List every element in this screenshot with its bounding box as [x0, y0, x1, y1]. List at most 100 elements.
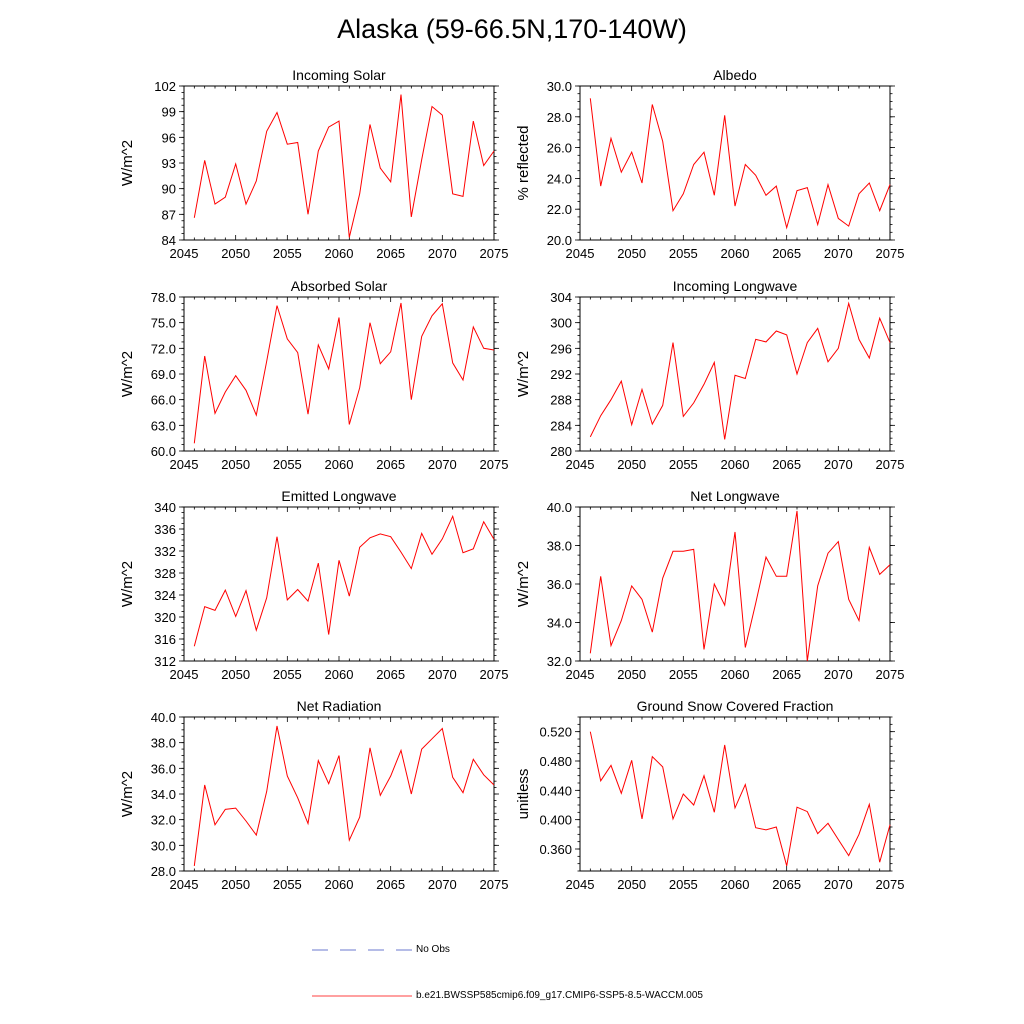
legend-obs-label: No Obs: [416, 944, 450, 955]
x-tick-label: 2050: [221, 457, 250, 472]
x-tick-label: 2065: [772, 877, 801, 892]
panel-2: Absorbed Solar W/m^2 2045 2050 2055 2060 2065 2…: [119, 278, 508, 472]
y-tick-label: 84: [162, 233, 176, 248]
figure-title: Alaska (59-66.5N,170-140W): [337, 14, 687, 44]
y-tick-label: 90: [162, 182, 176, 197]
y-tick-label: 0.440: [539, 783, 572, 798]
y-tick-label: 36.0: [547, 577, 572, 592]
panel-title: Ground Snow Covered Fraction: [637, 698, 834, 714]
plot-frame: [579, 506, 891, 662]
x-tick-label: 2045: [566, 246, 595, 261]
y-tick-label: 20.0: [547, 233, 572, 248]
y-tick-label: 30.0: [151, 838, 176, 853]
x-tick-label: 2060: [721, 877, 750, 892]
y-tick-label: 0.520: [539, 725, 572, 740]
x-tick-label: 2070: [824, 877, 853, 892]
x-tick-label: 2065: [772, 246, 801, 261]
x-tick-label: 2050: [617, 246, 646, 261]
x-tick-label: 2075: [480, 877, 509, 892]
y-tick-label: 87: [162, 207, 176, 222]
x-tick-label: 2055: [273, 877, 302, 892]
x-tick-label: 2075: [876, 667, 905, 682]
y-tick-label: 0.360: [539, 842, 572, 857]
y-tick-label: 93: [162, 156, 176, 171]
x-tick-label: 2045: [170, 246, 199, 261]
y-tick-label: 296: [550, 341, 572, 356]
y-tick-label: 0.400: [539, 813, 572, 828]
y-axis-label: W/m^2: [119, 771, 136, 817]
y-tick-label: 32.0: [547, 654, 572, 669]
x-tick-label: 2055: [273, 457, 302, 472]
y-axis-label: W/m^2: [515, 351, 532, 397]
legend-obs: No Obs: [312, 944, 512, 956]
panel-6: Net Radiation W/m^2 2045 2050 2055 2060 2065 20…: [119, 698, 508, 892]
y-tick-label: 336: [154, 522, 176, 537]
y-tick-label: 288: [550, 393, 572, 408]
plot-frame: [183, 716, 495, 872]
panel-title: Incoming Solar: [292, 67, 386, 83]
y-axis-label: W/m^2: [119, 561, 136, 607]
series-line: [589, 301, 891, 440]
panel-title: Incoming Longwave: [673, 278, 798, 294]
x-tick-label: 2065: [376, 457, 405, 472]
y-tick-label: 328: [154, 566, 176, 581]
y-tick-label: 28.0: [151, 864, 176, 879]
y-axis-label: W/m^2: [119, 140, 136, 186]
y-tick-label: 292: [550, 367, 572, 382]
y-axis-label: unitless: [515, 769, 532, 820]
y-tick-label: 34.0: [151, 787, 176, 802]
plot-frame: [183, 85, 495, 241]
x-tick-label: 2050: [221, 877, 250, 892]
x-tick-label: 2065: [376, 667, 405, 682]
x-tick-label: 2065: [376, 246, 405, 261]
x-tick-label: 2055: [669, 877, 698, 892]
panel-title: Net Radiation: [297, 698, 382, 714]
y-tick-label: 304: [550, 290, 572, 305]
y-tick-label: 34.0: [547, 616, 572, 631]
y-tick-label: 0.480: [539, 754, 572, 769]
y-tick-label: 99: [162, 105, 176, 120]
y-tick-label: 324: [154, 588, 176, 603]
panel-0: Incoming Solar W/m^2 2045 2050 2055 2060 2065 2…: [119, 67, 508, 261]
plot-frame: [579, 296, 891, 452]
x-tick-label: 2045: [170, 877, 199, 892]
x-tick-label: 2050: [617, 457, 646, 472]
y-tick-label: 22.0: [547, 202, 572, 217]
x-tick-label: 2070: [428, 246, 457, 261]
panel-title: Net Longwave: [690, 488, 780, 504]
y-axis-label: W/m^2: [515, 561, 532, 607]
y-tick-label: 332: [154, 544, 176, 559]
y-tick-label: 66.0: [151, 393, 176, 408]
x-tick-label: 2055: [273, 246, 302, 261]
legend-model-line: [312, 995, 412, 997]
x-tick-label: 2060: [721, 667, 750, 682]
x-tick-label: 2055: [669, 667, 698, 682]
y-tick-label: 300: [550, 316, 572, 331]
legend-model: b.e21.BWSSP585cmip6.f09_g17.CMIP6-SSP5-8…: [312, 990, 732, 1002]
y-tick-label: 284: [550, 418, 572, 433]
panel-title: Albedo: [713, 67, 757, 83]
x-tick-label: 2060: [721, 457, 750, 472]
y-tick-label: 38.0: [547, 539, 572, 554]
y-tick-label: 40.0: [151, 710, 176, 725]
x-tick-label: 2070: [428, 457, 457, 472]
y-tick-label: 32.0: [151, 813, 176, 828]
y-tick-label: 63.0: [151, 418, 176, 433]
series-line: [589, 98, 891, 230]
x-tick-label: 2055: [273, 667, 302, 682]
x-tick-label: 2060: [325, 457, 354, 472]
series-line: [589, 510, 891, 662]
y-axis-label: % reflected: [515, 125, 532, 200]
y-tick-label: 96: [162, 130, 176, 145]
x-tick-label: 2075: [876, 457, 905, 472]
x-tick-label: 2065: [772, 667, 801, 682]
y-tick-label: 78.0: [151, 290, 176, 305]
x-tick-label: 2050: [221, 246, 250, 261]
x-tick-label: 2070: [428, 667, 457, 682]
y-tick-label: 38.0: [151, 736, 176, 751]
x-tick-label: 2045: [566, 667, 595, 682]
y-axis-label: W/m^2: [119, 351, 136, 397]
panel-5: Net Longwave W/m^2 2045 2050 2055 2060 2065 207…: [515, 488, 904, 682]
panel-4: Emitted Longwave W/m^2 2045 2050 2055 2060 206…: [119, 488, 508, 682]
